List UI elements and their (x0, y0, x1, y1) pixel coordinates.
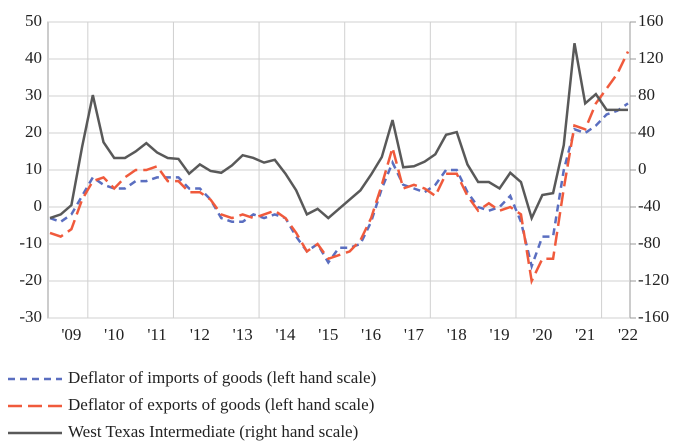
x-tick-label: '13 (233, 325, 253, 344)
series-line (49, 43, 628, 222)
x-tick-label: '20 (532, 325, 552, 344)
x-tick-label: '18 (447, 325, 467, 344)
y-tick-label: -10 (19, 233, 42, 252)
y2-tick-label: 80 (638, 85, 655, 104)
x-tick-label: '09 (61, 325, 81, 344)
x-tick-label: '12 (190, 325, 210, 344)
y2-tick-label: -160 (638, 307, 669, 326)
legend-label: Deflator of imports of goods (left hand … (68, 368, 376, 387)
series-line (49, 51, 630, 286)
y2-tick-label: -120 (638, 270, 669, 289)
series-line (49, 102, 629, 271)
y-tick-label: 10 (25, 159, 42, 178)
x-tick-label: '19 (490, 325, 510, 344)
x-tick-label: '11 (147, 325, 166, 344)
x-tick-label: '15 (318, 325, 338, 344)
x-tick-label: '21 (575, 325, 595, 344)
y2-tick-label: 40 (638, 122, 655, 141)
x-tick-label: '10 (104, 325, 124, 344)
legend-label: West Texas Intermediate (right hand scal… (68, 422, 358, 441)
y-tick-label: 40 (25, 48, 42, 67)
y2-tick-label: -80 (638, 233, 661, 252)
y2-tick-label: 160 (638, 11, 664, 30)
y2-tick-label: -40 (638, 196, 661, 215)
y-tick-label: -30 (19, 307, 42, 326)
legend-label: Deflator of exports of goods (left hand … (68, 395, 374, 414)
x-tick-label: '16 (361, 325, 381, 344)
y-tick-label: 0 (34, 196, 43, 215)
y-tick-label: -20 (19, 270, 42, 289)
x-tick-label: '22 (618, 325, 638, 344)
y2-tick-label: 120 (638, 48, 664, 67)
y2-tick-label: 0 (638, 159, 647, 178)
x-tick-label: '17 (404, 325, 425, 344)
y-tick-label: 50 (25, 11, 42, 30)
y-tick-label: 20 (25, 122, 42, 141)
x-tick-label: '14 (275, 325, 296, 344)
y-tick-label: 30 (25, 85, 42, 104)
